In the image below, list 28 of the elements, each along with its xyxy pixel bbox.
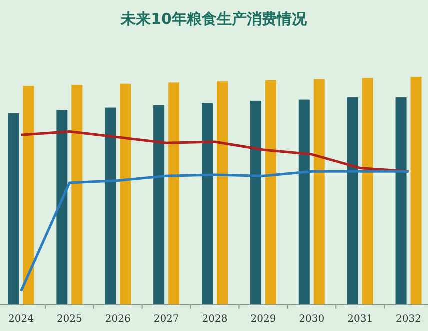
bar (168, 82, 180, 305)
bar (314, 79, 325, 305)
bar (120, 84, 132, 305)
bar (23, 86, 34, 305)
x-tick-label: 2031 (348, 314, 374, 326)
bar (265, 80, 276, 305)
x-tick-label: 2030 (299, 314, 325, 326)
bar (202, 103, 213, 305)
bar (154, 106, 165, 305)
bar (56, 110, 68, 305)
bar (105, 108, 116, 305)
x-tick-label: 2029 (250, 314, 276, 326)
bar (396, 98, 407, 305)
bar (217, 82, 228, 305)
bar (410, 77, 422, 305)
chart-title: 未来10年粮食生产消费情况 (120, 10, 308, 28)
x-tick-label: 2027 (154, 314, 180, 326)
bar (298, 100, 310, 305)
bar (347, 98, 358, 305)
x-tick-label: 2025 (56, 314, 82, 326)
x-tick-label: 2024 (8, 314, 34, 326)
bar (8, 113, 20, 305)
x-tick-label: 2032 (396, 314, 422, 326)
bar (72, 84, 83, 305)
bar (250, 100, 262, 305)
bar (362, 78, 374, 305)
x-tick-label: 2028 (202, 314, 228, 326)
x-tick-label: 2026 (105, 314, 131, 326)
